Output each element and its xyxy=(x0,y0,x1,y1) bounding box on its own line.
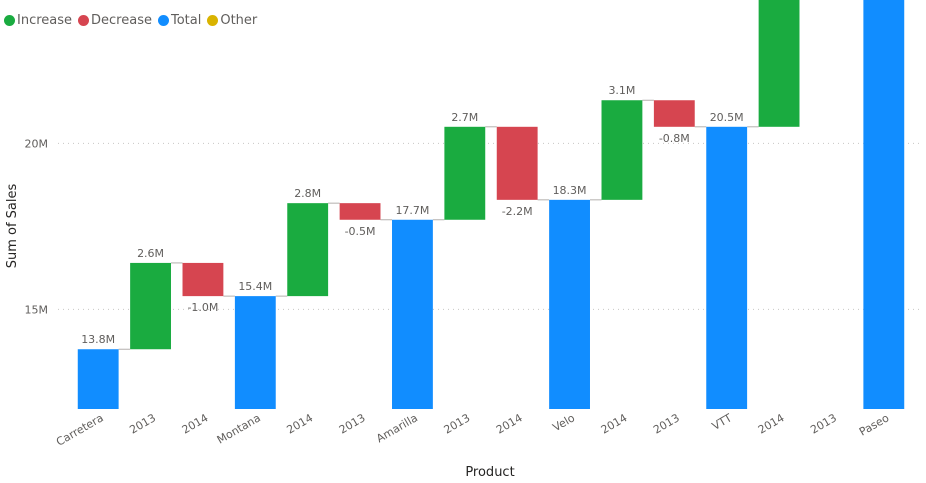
gridlines xyxy=(58,142,922,310)
data-label: 13.8M xyxy=(81,333,115,346)
data-label: -1.0M xyxy=(187,301,218,314)
data-label: 15.4M xyxy=(238,280,272,293)
x-tick-label: 2014 xyxy=(599,411,630,436)
bar-total[interactable] xyxy=(706,126,748,410)
legend-item-other[interactable]: Other xyxy=(207,13,257,28)
x-tick-label: Paseo xyxy=(857,411,892,438)
data-label: 2.8M xyxy=(294,187,321,200)
x-tick-label: 2013 xyxy=(337,411,368,436)
bar-decrease[interactable] xyxy=(496,126,538,200)
bars xyxy=(77,0,905,410)
bar-total[interactable] xyxy=(549,199,590,409)
x-tick-label: Amarilla xyxy=(374,411,420,445)
x-axis-title: Product xyxy=(465,465,514,480)
bar-total[interactable] xyxy=(392,219,433,409)
legend-label: Total xyxy=(170,13,202,28)
data-label: 18.3M xyxy=(553,184,587,197)
legend-item-increase[interactable]: Increase xyxy=(4,13,72,28)
data-labels: 13.8M 2.6M -1.0M 15.4M 2.8M -0.5M 17.7M 2.7M -2.… xyxy=(81,84,744,346)
y-axis-ticks: 15M20M25M30M xyxy=(25,137,49,316)
data-label: -0.5M xyxy=(345,225,376,238)
x-tick-label: 2013 xyxy=(127,411,158,436)
bar-increase[interactable] xyxy=(444,126,486,220)
legend: Increase Decrease Total Other xyxy=(4,13,257,28)
bar-total[interactable] xyxy=(863,0,905,409)
x-tick-label: Carretera xyxy=(54,411,106,448)
bar-increase[interactable] xyxy=(601,100,643,200)
legend-dot-icon xyxy=(4,15,15,26)
data-label: -0.8M xyxy=(659,132,690,145)
bar-increase[interactable] xyxy=(758,0,800,127)
connector-lines xyxy=(118,99,759,350)
data-label: 20.5M xyxy=(710,111,744,124)
legend-dot-icon xyxy=(78,15,90,26)
bar-total[interactable] xyxy=(77,349,119,409)
y-axis-title: Sum of Sales xyxy=(5,184,20,269)
x-tick-label: 2013 xyxy=(651,411,682,436)
legend-dot-icon xyxy=(157,15,169,26)
bar-decrease[interactable] xyxy=(653,100,695,127)
bar-decrease[interactable] xyxy=(339,203,381,220)
legend-label: Increase xyxy=(17,13,73,28)
data-label: -2.2M xyxy=(502,205,533,218)
x-tick-label: VTT xyxy=(710,411,735,433)
data-label: 3.1M xyxy=(608,84,635,97)
bar-total[interactable] xyxy=(234,296,276,409)
bar-increase[interactable] xyxy=(130,262,171,350)
y-tick-label: 15M xyxy=(25,303,49,316)
bar-increase[interactable] xyxy=(287,203,329,297)
data-label: 17.7M xyxy=(395,204,429,217)
x-tick-label: 2013 xyxy=(808,411,839,436)
x-tick-label: Montana xyxy=(215,411,263,446)
y-tick-label: 20M xyxy=(25,137,49,150)
x-tick-label: 2014 xyxy=(180,411,211,436)
x-tick-label: Velo xyxy=(550,411,577,434)
legend-dot-icon xyxy=(207,15,219,26)
data-label: 2.7M xyxy=(451,111,478,124)
legend-label: Decrease xyxy=(91,13,152,28)
x-tick-label: 2013 xyxy=(442,411,473,436)
data-label: 2.6M xyxy=(137,247,164,260)
x-axis-ticks: Carretera 2013 2014 Montana 2014 2013 Amarilla… xyxy=(54,411,892,448)
legend-label: Other xyxy=(220,13,258,28)
x-tick-label: 2014 xyxy=(756,411,787,436)
x-tick-label: 2014 xyxy=(494,411,525,436)
x-tick-label: 2014 xyxy=(284,411,315,436)
legend-item-total[interactable]: Total xyxy=(157,13,202,28)
bar-decrease[interactable] xyxy=(182,262,224,297)
legend-item-decrease[interactable]: Decrease xyxy=(78,13,152,28)
